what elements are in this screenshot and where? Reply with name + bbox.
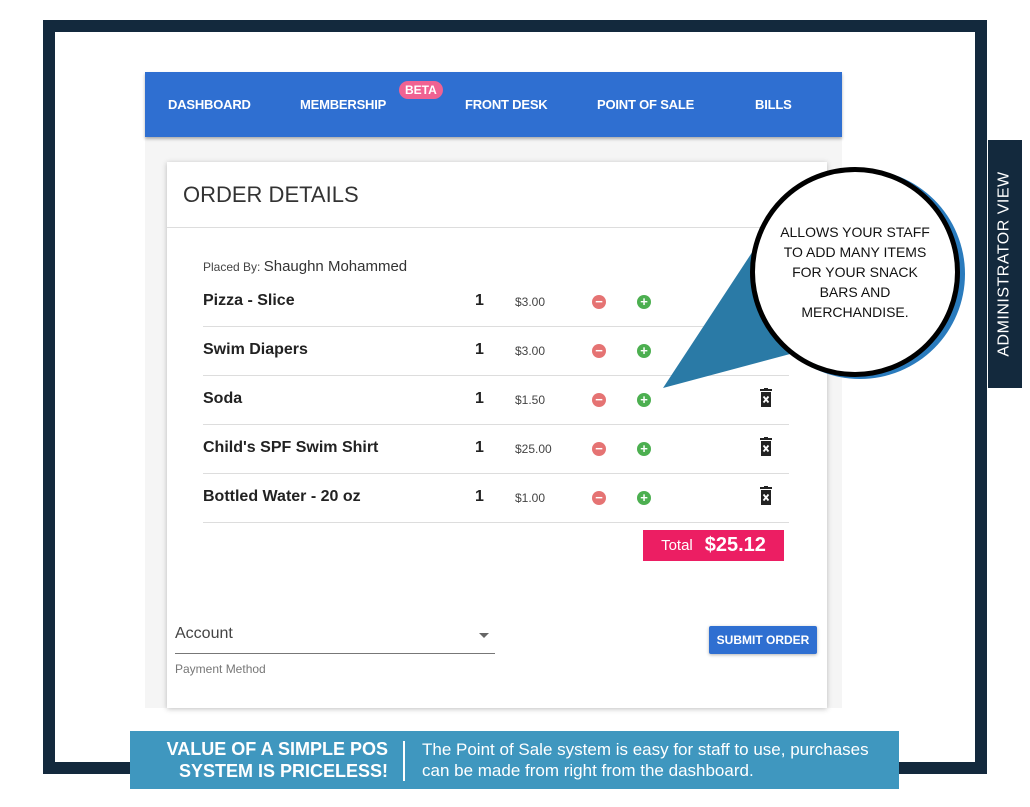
item-qty: 1 [475, 439, 484, 456]
total-value: $25.12 [704, 534, 766, 556]
payment-method-select[interactable]: Account [175, 625, 495, 654]
item-price: $3.00 [515, 295, 546, 309]
banner-text: The Point of Sale system is easy for sta… [422, 740, 869, 780]
total-badge: Total $25.12 [643, 530, 784, 561]
bottom-banner: VALUE OF A SIMPLE POS SYSTEM IS PRICELES… [130, 731, 899, 789]
decrease-icon[interactable]: − [592, 393, 606, 407]
item-name: Child's SPF Swim Shirt [203, 439, 379, 456]
item-price: $1.00 [515, 491, 546, 505]
trash-icon[interactable] [759, 388, 773, 408]
beta-badge: BETA [399, 81, 443, 99]
administrator-view-tab: ADMINISTRATOR VIEW [988, 140, 1022, 388]
order-item-row: Bottled Water - 20 oz 1 $1.00 − + [203, 474, 789, 523]
divider [167, 227, 827, 228]
item-name: Pizza - Slice [203, 292, 295, 309]
increase-icon[interactable]: + [637, 491, 651, 505]
item-price: $3.00 [515, 344, 546, 358]
order-item-row: Soda 1 $1.50 − + [203, 376, 789, 425]
item-price: $1.50 [515, 393, 546, 407]
submit-order-button[interactable]: SUBMIT ORDER [709, 626, 817, 654]
item-name: Bottled Water - 20 oz [203, 488, 361, 505]
app-window: DASHBOARD MEMBERSHIP BETA FRONT DESK POI… [145, 72, 842, 708]
nav-front-desk[interactable]: FRONT DESK [465, 97, 548, 112]
nav-bills[interactable]: BILLS [755, 97, 792, 112]
banner-heading: VALUE OF A SIMPLE POS SYSTEM IS PRICELES… [166, 739, 388, 781]
nav-bar: DASHBOARD MEMBERSHIP BETA FRONT DESK POI… [145, 72, 842, 137]
page-title: ORDER DETAILS [183, 182, 359, 207]
trash-icon[interactable] [759, 486, 773, 506]
banner-separator [403, 741, 405, 781]
item-name: Soda [203, 390, 243, 407]
item-qty: 1 [475, 341, 484, 358]
nav-dashboard[interactable]: DASHBOARD [168, 97, 251, 112]
dropdown-arrow-icon [479, 633, 489, 638]
increase-icon[interactable]: + [637, 295, 651, 309]
item-price: $25.00 [515, 442, 552, 456]
callout-text: ALLOWS YOUR STAFF TO ADD MANY ITEMS FOR … [780, 224, 930, 320]
order-item-row: Child's SPF Swim Shirt 1 $25.00 − + [203, 425, 789, 474]
decrease-icon[interactable]: − [592, 295, 606, 309]
placed-by-name: Shaughn Mohammed [263, 258, 408, 275]
increase-icon[interactable]: + [637, 442, 651, 456]
total-label: Total [661, 537, 693, 554]
decrease-icon[interactable]: − [592, 442, 606, 456]
placed-by: Placed By: Shaughn Mohammed [203, 258, 407, 275]
decrease-icon[interactable]: − [592, 344, 606, 358]
order-details-card: ORDER DETAILS Placed By: Shaughn Mohamme… [167, 162, 827, 708]
payment-method-helper: Payment Method [175, 662, 266, 676]
trash-icon[interactable] [759, 437, 773, 457]
nav-membership[interactable]: MEMBERSHIP [300, 97, 387, 112]
callout-bubble: ALLOWS YOUR STAFF TO ADD MANY ITEMS FOR … [750, 167, 960, 377]
item-name: Swim Diapers [203, 341, 308, 358]
increase-icon[interactable]: + [637, 344, 651, 358]
item-qty: 1 [475, 390, 484, 407]
payment-value: Account [175, 625, 233, 642]
item-qty: 1 [475, 292, 484, 309]
item-qty: 1 [475, 488, 484, 505]
increase-icon[interactable]: + [637, 393, 651, 407]
nav-point-of-sale[interactable]: POINT OF SALE [597, 97, 695, 112]
decrease-icon[interactable]: − [592, 491, 606, 505]
placed-by-label: Placed By: [203, 260, 261, 274]
